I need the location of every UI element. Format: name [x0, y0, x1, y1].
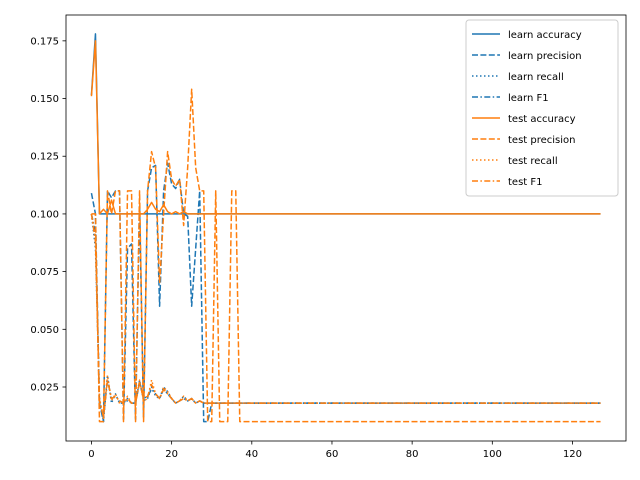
y-tick-label: 0.075 — [30, 267, 59, 278]
legend-label: test recall — [508, 156, 558, 167]
x-tick-label: 0 — [88, 449, 94, 460]
x-tick-label: 100 — [483, 449, 502, 460]
y-tick-label: 0.150 — [30, 94, 59, 105]
series-line-test-accuracy — [90, 40, 601, 215]
y-tick-label: 0.050 — [30, 325, 59, 336]
y-tick-label: 0.125 — [30, 152, 59, 163]
legend-box — [465, 19, 619, 197]
y-axis: 0.025 0.050 0.075 0.100 0.125 0.150 0.175 — [30, 36, 66, 394]
y-tick-label: 0.100 — [30, 209, 59, 220]
legend-label: learn precision — [508, 51, 582, 62]
x-tick-label: 60 — [326, 449, 339, 460]
legend: learn accuracy learn precision learn recal… — [465, 19, 619, 197]
x-tick-label: 80 — [406, 449, 419, 460]
x-axis: 0 20 40 60 80 100 120 — [88, 441, 582, 460]
y-tick-label: 0.175 — [30, 36, 59, 47]
x-tick-label: 40 — [245, 449, 258, 460]
series-line-test-precision — [91, 88, 601, 423]
y-tick-label: 0.025 — [30, 383, 59, 394]
legend-label: learn accuracy — [508, 30, 582, 41]
x-tick-label: 120 — [563, 449, 582, 460]
legend-label: learn recall — [508, 72, 564, 83]
series-line-test-f1 — [90, 213, 601, 418]
x-tick-label: 20 — [165, 449, 178, 460]
legend-label: learn F1 — [508, 93, 549, 104]
plot-frame — [65, 14, 627, 442]
legend-label: test F1 — [508, 177, 543, 188]
legend-label: test precision — [508, 135, 576, 146]
series-layer — [90, 33, 601, 423]
legend-label: test accuracy — [508, 114, 576, 125]
